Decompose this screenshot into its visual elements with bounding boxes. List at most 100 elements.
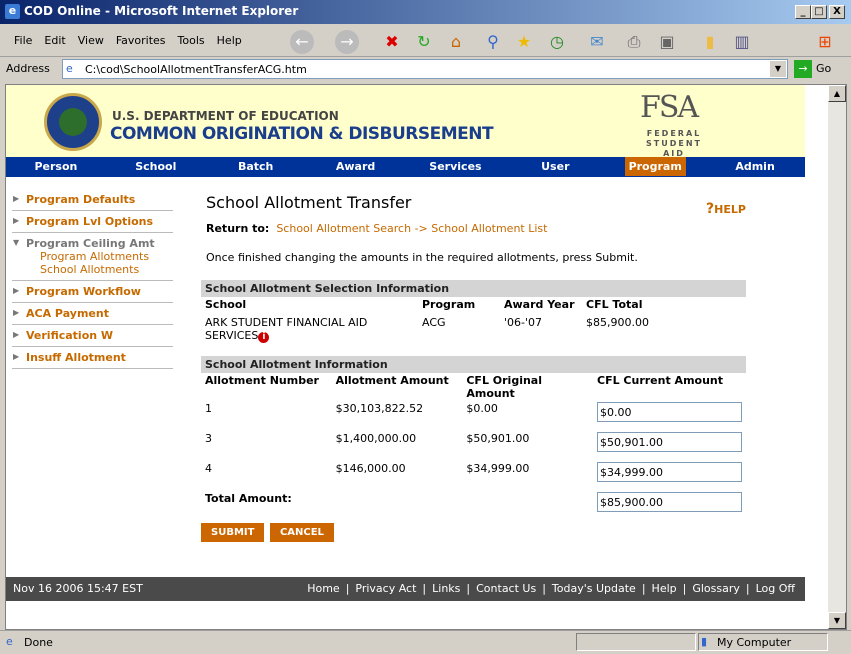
- mail-icon[interactable]: ✉: [590, 32, 604, 51]
- table-row: ARK STUDENT FINANCIAL AID SERVICES i ACG '0…: [201, 312, 746, 344]
- sidebar: ▶ Program Defaults ▶ Program Lvl Options ▼…: [12, 189, 173, 369]
- info-icon[interactable]: i: [258, 332, 270, 343]
- cfl-current-input[interactable]: [597, 462, 742, 482]
- research-icon[interactable]: ▥: [734, 32, 750, 51]
- footer-todays-update[interactable]: Today's Update: [551, 582, 636, 595]
- sidebar-sub-school-allotments[interactable]: School Allotments: [40, 263, 140, 276]
- cfl-original: $0.00: [466, 402, 498, 415]
- page-viewport: U.S. DEPARTMENT OF EDUCATION COMMON ORIG…: [5, 84, 847, 630]
- menu-favorites[interactable]: Favorites: [115, 34, 166, 47]
- award-year-value: '06-'07: [504, 316, 543, 329]
- allotment-number: 4: [205, 462, 212, 475]
- cancel-button[interactable]: CANCEL: [269, 523, 334, 542]
- arrow-right-icon: ▶: [13, 330, 20, 339]
- ie-page-icon: e: [6, 635, 13, 648]
- address-bar: Address e C:\cod\SchoolAllotmentTransferA…: [0, 57, 851, 81]
- forward-icon[interactable]: →: [335, 30, 359, 54]
- discuss-icon[interactable]: ▮: [705, 32, 715, 51]
- col-school: School: [205, 298, 247, 311]
- breadcrumb-arrow: ->: [414, 222, 428, 235]
- nav-award[interactable]: Award: [335, 160, 376, 173]
- menu-edit[interactable]: Edit: [44, 34, 66, 47]
- col-award-year: Award Year: [504, 298, 575, 311]
- zone-text: My Computer: [717, 636, 792, 649]
- nav-school[interactable]: School: [135, 160, 177, 173]
- footer-contact[interactable]: Contact Us: [476, 582, 537, 595]
- separator: |: [542, 582, 546, 595]
- search-icon[interactable]: ⚲: [487, 32, 499, 51]
- sidebar-item-aca-payment[interactable]: ▶ ACA Payment: [12, 303, 173, 325]
- cfl-current-input[interactable]: [597, 432, 742, 452]
- col-allotment-amount: Allotment Amount: [335, 374, 449, 387]
- address-input[interactable]: e C:\cod\SchoolAllotmentTransferACG.htm ▼: [62, 59, 788, 79]
- footer-glossary[interactable]: Glossary: [692, 582, 740, 595]
- close-button[interactable]: X: [829, 5, 845, 19]
- menu-help[interactable]: Help: [216, 34, 242, 47]
- ie-icon: e: [5, 4, 20, 19]
- maximize-button[interactable]: □: [811, 5, 827, 19]
- home-icon[interactable]: ⌂: [450, 32, 462, 51]
- footer-help[interactable]: Help: [651, 582, 677, 595]
- breadcrumb: Return to: School Allotment Search -> Sc…: [206, 222, 746, 235]
- edit-icon[interactable]: ▣: [659, 32, 675, 51]
- back-icon[interactable]: ←: [290, 30, 314, 54]
- scroll-up-icon[interactable]: ▲: [828, 85, 846, 102]
- sidebar-item-program-defaults[interactable]: ▶ Program Defaults: [12, 189, 173, 211]
- ed-seal-logo: [44, 93, 102, 151]
- instruction-text: Once finished changing the amounts in th…: [206, 251, 638, 264]
- footer-links-link[interactable]: Links: [432, 582, 461, 595]
- address-dropdown-icon[interactable]: ▼: [770, 61, 786, 77]
- sidebar-item-verification-w[interactable]: ▶ Verification W: [12, 325, 173, 347]
- allotment-table: Allotment Number Allotment Amount CFL Orig…: [201, 373, 746, 513]
- nav-user[interactable]: User: [541, 160, 570, 173]
- footer-privacy[interactable]: Privacy Act: [355, 582, 417, 595]
- help-icon: ?: [706, 201, 715, 217]
- submit-button[interactable]: SUBMIT: [201, 523, 265, 542]
- arrow-right-icon: ▶: [13, 194, 20, 203]
- arrow-right-icon: ▶: [13, 286, 20, 295]
- sidebar-item-program-lvl-options[interactable]: ▶ Program Lvl Options: [12, 211, 173, 233]
- vertical-scrollbar[interactable]: ▲ ▼: [828, 85, 846, 629]
- help-link[interactable]: ?HELP: [706, 201, 746, 217]
- cfl-original: $34,999.00: [466, 462, 530, 475]
- sidebar-item-program-workflow[interactable]: ▶ Program Workflow: [12, 281, 173, 303]
- menu-bar: File Edit View Favorites Tools Help: [14, 34, 242, 47]
- menu-tools[interactable]: Tools: [177, 34, 205, 47]
- history-icon[interactable]: ◷: [550, 32, 564, 51]
- nav-services[interactable]: Services: [429, 160, 482, 173]
- allotment-amount: $30,103,822.52: [335, 402, 424, 415]
- menu-view[interactable]: View: [77, 34, 104, 47]
- footer-home[interactable]: Home: [307, 582, 340, 595]
- favorites-icon[interactable]: ★: [516, 32, 532, 51]
- window-title: COD Online - Microsoft Internet Explorer: [24, 4, 299, 18]
- refresh-icon[interactable]: ↻: [417, 32, 431, 51]
- school-allotment-list-link[interactable]: School Allotment List: [431, 222, 548, 235]
- allotment-amount: $146,000.00: [335, 462, 406, 475]
- print-icon[interactable]: ⎙: [627, 32, 641, 51]
- sidebar-item-insuff-allotment[interactable]: ▶ Insuff Allotment: [12, 347, 173, 369]
- minimize-button[interactable]: _: [795, 5, 811, 19]
- nav-program[interactable]: Program: [605, 157, 705, 177]
- school-allotment-search-link[interactable]: School Allotment Search: [276, 222, 412, 235]
- footer-logoff[interactable]: Log Off: [755, 582, 795, 595]
- scroll-down-icon[interactable]: ▼: [828, 612, 846, 629]
- separator: |: [345, 582, 350, 595]
- footer-links: Home | Privacy Act | Links | Contact Us | To…: [307, 577, 795, 601]
- separator: |: [422, 582, 427, 595]
- nav-person[interactable]: Person: [34, 160, 78, 173]
- nav-admin[interactable]: Admin: [735, 160, 775, 173]
- nav-batch[interactable]: Batch: [237, 160, 274, 173]
- table-row: 4 $146,000.00 $34,999.00: [201, 461, 746, 491]
- cfl-current-input[interactable]: [597, 402, 742, 422]
- go-button[interactable]: Go: [816, 62, 832, 75]
- school-name: ARK STUDENT FINANCIAL AID SERVICES: [205, 316, 368, 342]
- go-arrow-icon[interactable]: →: [794, 60, 812, 78]
- sidebar-sub-program-allotments[interactable]: Program Allotments: [40, 250, 150, 263]
- arrow-down-icon: ▼: [13, 238, 20, 247]
- total-amount-input[interactable]: [597, 492, 742, 512]
- sidebar-item-program-ceiling-amt[interactable]: ▼ Program Ceiling Amt Program Allotments …: [12, 233, 173, 281]
- total-row: Total Amount:: [201, 491, 746, 513]
- zone-cell: ▮ My Computer: [698, 633, 828, 651]
- stop-icon[interactable]: ✖: [385, 32, 399, 51]
- menu-file[interactable]: File: [14, 34, 33, 47]
